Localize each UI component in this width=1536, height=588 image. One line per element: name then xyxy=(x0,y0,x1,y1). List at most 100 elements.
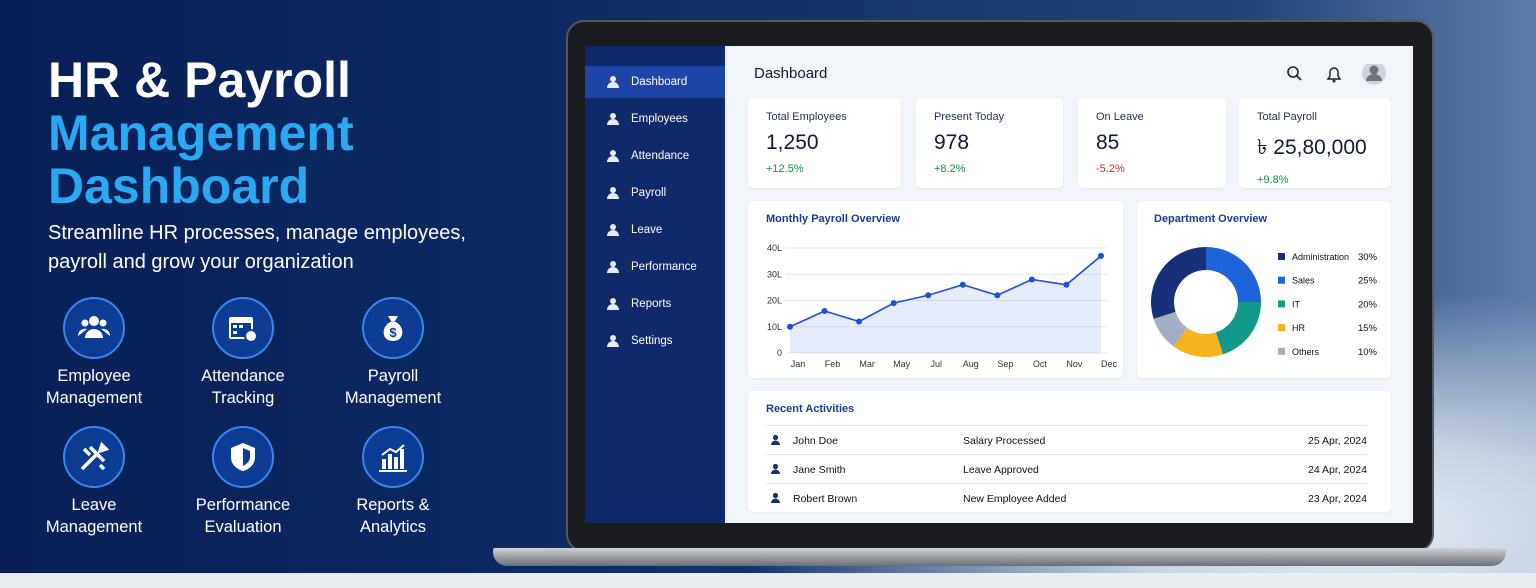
nav-label: Payroll xyxy=(631,187,667,199)
line-point xyxy=(1098,252,1104,259)
line-point xyxy=(959,281,966,288)
line xyxy=(789,255,1102,328)
hero-title: Management xyxy=(48,105,354,161)
stat-card: Present Today 978 +8.2% xyxy=(916,98,1063,188)
chart-title: Monthly Payroll Overview xyxy=(766,213,900,225)
activity-date: 25 Apr, 2024 xyxy=(1308,435,1367,447)
legend-swatch xyxy=(1278,300,1285,308)
nav-item[interactable]: Employees xyxy=(585,103,725,135)
stat-change: -5.2% xyxy=(1096,163,1125,175)
chart-title: Department Overview xyxy=(1154,213,1268,225)
legend-swatch xyxy=(1278,253,1285,260)
legend-value: 10% xyxy=(1358,347,1378,358)
payroll-card: Monthly Payroll Overview 0 10L 20L 30L 40L Ja… xyxy=(748,201,1123,378)
feature-label: Performance Evaluation xyxy=(195,496,291,536)
legend-label: HR xyxy=(1292,323,1305,333)
activity-action: New Employee Added xyxy=(963,493,1067,505)
x-tick-label: Jan xyxy=(791,359,806,369)
avatar[interactable] xyxy=(1362,64,1386,85)
nav-item[interactable]: Settings xyxy=(585,325,725,357)
stat-label: On Leave xyxy=(1096,111,1144,123)
nav-item[interactable]: Leave xyxy=(585,214,725,246)
stat-label: Total Payroll xyxy=(1257,111,1317,123)
stat-label: Present Today xyxy=(934,111,1005,123)
x-tick-label: Oct xyxy=(1033,359,1048,369)
line-point xyxy=(994,292,1001,299)
activity-icon xyxy=(770,434,781,448)
hero-title: HR & Payroll xyxy=(48,52,351,108)
nav-item[interactable]: Performance xyxy=(585,251,725,283)
feature-label: Payroll Management xyxy=(344,367,442,407)
activity-action: Leave Approved xyxy=(963,464,1039,476)
bell-icon[interactable] xyxy=(1326,67,1342,83)
nav-label: Attendance xyxy=(631,150,690,162)
stat-change: +8.2% xyxy=(934,163,966,175)
stat-change: +12.5% xyxy=(766,163,804,175)
legend-value: 30% xyxy=(1358,252,1378,263)
feature-icon xyxy=(212,426,274,488)
hero-title: Dashboard xyxy=(48,158,310,214)
activity-name: John Doe xyxy=(793,435,838,447)
line-point xyxy=(1028,276,1035,283)
nav-label: Leave xyxy=(631,224,663,236)
activity-date: 23 Apr, 2024 xyxy=(1308,493,1367,505)
y-tick-label: 10L xyxy=(767,322,782,332)
nav-label: Dashboard xyxy=(631,76,688,88)
activity-name: Jane Smith xyxy=(793,464,846,476)
nav-item[interactable]: Dashboard xyxy=(585,66,725,98)
y-tick-label: 20L xyxy=(767,296,782,306)
activities-card: Recent Activities John Doe Salary Process… xyxy=(748,391,1391,512)
line-point xyxy=(821,308,828,314)
activity-action: Salary Processed xyxy=(963,435,1046,447)
activity-icon xyxy=(770,463,781,477)
feature-icon xyxy=(362,426,424,488)
line-point xyxy=(890,300,897,307)
nav-label: Reports xyxy=(631,298,672,310)
legend-label: Others xyxy=(1292,347,1320,357)
legend-label: IT xyxy=(1292,299,1301,309)
nav-item[interactable]: Payroll xyxy=(585,177,725,209)
feature: Performance Evaluation xyxy=(178,426,308,538)
donut-chart: Administration 30% Sales 25% IT 20% HR 15% Other… xyxy=(1151,246,1378,358)
nav-label: Settings xyxy=(631,335,673,347)
activity-icon xyxy=(770,492,781,506)
laptop-base xyxy=(493,548,1506,566)
feature-label: Attendance Tracking xyxy=(201,367,285,407)
nav-label: Employees xyxy=(631,113,688,125)
feature-label: Leave Management xyxy=(45,496,143,536)
donut-segment xyxy=(1153,311,1188,347)
page-title: Dashboard xyxy=(754,65,828,82)
legend-label: Administration xyxy=(1292,252,1349,262)
legend-value: 20% xyxy=(1358,299,1378,310)
feature-icon xyxy=(63,297,125,359)
donut-segment xyxy=(1151,246,1206,319)
x-tick-label: Aug xyxy=(963,359,979,369)
search-icon[interactable] xyxy=(1287,66,1302,81)
nav-item[interactable]: Attendance xyxy=(585,140,725,172)
line-point xyxy=(1063,281,1070,288)
department-card: Department Overview Administration 30% Sal… xyxy=(1137,201,1391,378)
feature-icon: $ xyxy=(362,297,424,359)
donut-segment xyxy=(1173,327,1223,357)
activity-row: Robert Brown New Employee Added 23 Apr, 20… xyxy=(766,483,1367,512)
x-tick-label: Feb xyxy=(825,359,841,369)
hero: HR & Payroll Management Dashboard Stream… xyxy=(48,54,488,277)
line-area xyxy=(790,255,1101,353)
sidebar: Dashboard Employees Attendance Payroll Leave… xyxy=(585,46,725,523)
donut-segment xyxy=(1206,247,1261,302)
x-tick-label: Nov xyxy=(1066,359,1083,369)
nav-item[interactable]: Reports xyxy=(585,288,725,320)
stat-card: Total Employees 1,250 +12.5% xyxy=(748,98,901,188)
feature-icon xyxy=(212,297,274,359)
line-point xyxy=(856,318,863,325)
x-tick-label: Mar xyxy=(859,359,875,369)
line-point xyxy=(925,292,932,299)
feature: Attendance Tracking xyxy=(178,297,308,409)
svg-text:$: $ xyxy=(389,325,397,340)
legend-value: 15% xyxy=(1358,323,1378,334)
activity-row: John Doe Salary Processed 25 Apr, 2024 xyxy=(766,425,1367,454)
donut-segment xyxy=(1215,302,1261,355)
stat-card: Total Payroll ৳ 25,80,000 +9.8% xyxy=(1239,98,1391,188)
legend-swatch xyxy=(1278,276,1285,284)
